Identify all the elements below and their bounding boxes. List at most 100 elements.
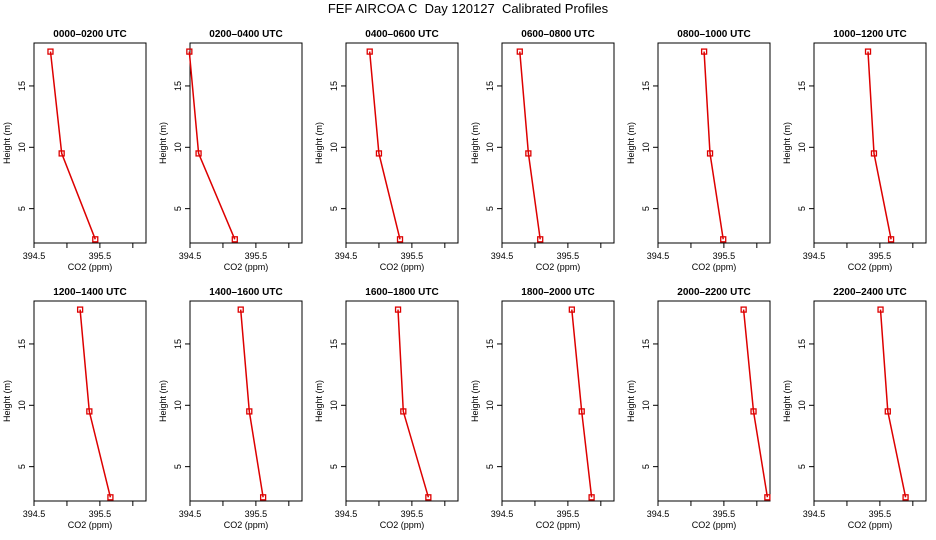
x-axis-label: CO2 (ppm)	[692, 262, 737, 272]
x-axis-label: CO2 (ppm)	[224, 520, 269, 530]
y-axis-label: Height (m)	[314, 380, 324, 422]
data-point	[231, 236, 238, 243]
y-tick-label: 5	[641, 464, 651, 469]
x-tick-label: 395.5	[869, 509, 892, 519]
y-axis-label: Height (m)	[2, 122, 12, 164]
x-axis-label: CO2 (ppm)	[692, 520, 737, 530]
data-point	[400, 408, 407, 415]
profile-line	[867, 51, 892, 240]
y-tick-label: 15	[641, 339, 651, 349]
profile-panel: 1400–1600 UTC 394.5 395.5 5 10 15 CO2 (ppm) Hei…	[158, 287, 303, 530]
data-point	[86, 408, 93, 415]
profile-line	[239, 309, 264, 498]
x-tick-label: 395.5	[869, 251, 892, 261]
data-point	[578, 408, 585, 415]
data-point	[107, 494, 114, 501]
x-tick-label: 394.5	[647, 251, 670, 261]
profile-panel: 1800–2000 UTC 394.5 395.5 5 10 15 CO2 (ppm) Hei…	[470, 287, 615, 530]
x-tick-label: 394.5	[179, 251, 202, 261]
panel-title: 0800–1000 UTC	[677, 29, 750, 40]
data-point	[366, 48, 373, 55]
x-axis-label: CO2 (ppm)	[536, 262, 581, 272]
x-tick-label: 395.5	[89, 251, 112, 261]
profile-panel: 0000–0200 UTC 394.5 395.5 5 10 15 CO2 (ppm) Hei…	[2, 29, 147, 272]
y-tick-label: 15	[17, 339, 27, 349]
y-tick-label: 10	[329, 142, 339, 152]
y-axis-label: Height (m)	[782, 122, 792, 164]
x-axis-label: CO2 (ppm)	[848, 520, 893, 530]
data-point	[588, 494, 595, 501]
y-tick-label: 10	[485, 142, 495, 152]
panel-title: 0200–0400 UTC	[209, 29, 282, 40]
plot-frame	[657, 42, 771, 244]
panel-title: 0000–0200 UTC	[53, 29, 126, 40]
data-point	[750, 408, 757, 415]
x-tick-label: 394.5	[491, 509, 514, 519]
plot-frame	[657, 300, 771, 502]
plot-frame	[501, 300, 615, 502]
data-point	[259, 494, 267, 501]
x-tick-label: 395.5	[713, 251, 736, 261]
y-tick-label: 10	[797, 400, 807, 410]
panel-title: 1600–1800 UTC	[365, 287, 438, 298]
y-tick-label: 10	[17, 400, 27, 410]
x-tick-label: 395.5	[89, 509, 112, 519]
x-axis-label: CO2 (ppm)	[68, 520, 113, 530]
data-point	[700, 48, 708, 55]
data-point	[568, 306, 575, 313]
data-point	[375, 150, 383, 157]
plot-frame	[189, 42, 303, 244]
data-point	[887, 236, 895, 243]
x-axis-label: CO2 (ppm)	[380, 520, 425, 530]
x-tick-label: 394.5	[335, 509, 358, 519]
data-point	[396, 236, 404, 243]
y-tick-label: 5	[797, 206, 807, 211]
data-point	[902, 494, 909, 501]
profile-line	[368, 51, 401, 240]
y-tick-label: 10	[329, 400, 339, 410]
y-axis-label: Height (m)	[158, 122, 168, 164]
x-tick-label: 394.5	[803, 509, 826, 519]
profile-line	[397, 309, 430, 498]
data-point	[740, 306, 747, 313]
profile-panel: 0400–0600 UTC 394.5 395.5 5 10 15 CO2 (ppm) Hei…	[314, 29, 459, 272]
y-tick-label: 15	[173, 339, 183, 349]
x-tick-label: 394.5	[179, 509, 202, 519]
profile-line	[571, 309, 593, 498]
y-tick-label: 5	[173, 206, 183, 211]
panel-title: 1200–1400 UTC	[53, 287, 126, 298]
y-tick-label: 15	[173, 81, 183, 91]
x-tick-label: 395.5	[245, 251, 268, 261]
x-axis-label: CO2 (ppm)	[536, 520, 581, 530]
plot-frame	[345, 300, 459, 502]
profile-line	[742, 309, 769, 498]
x-axis-label: CO2 (ppm)	[224, 262, 269, 272]
profile-panel: 1200–1400 UTC 394.5 395.5 5 10 15 CO2 (ppm) Hei…	[2, 287, 147, 530]
data-point	[47, 48, 54, 55]
x-tick-label: 394.5	[491, 251, 514, 261]
x-tick-label: 395.5	[557, 251, 580, 261]
y-tick-label: 15	[17, 81, 27, 91]
y-tick-label: 15	[329, 339, 339, 349]
panel-title: 0400–0600 UTC	[365, 29, 438, 40]
y-axis-label: Height (m)	[782, 380, 792, 422]
plot-frame	[345, 42, 459, 244]
data-point	[706, 150, 714, 157]
data-point	[537, 236, 544, 243]
panel-title: 1400–1600 UTC	[209, 287, 282, 298]
y-axis-label: Height (m)	[626, 122, 636, 164]
y-tick-label: 15	[797, 339, 807, 349]
plot-frame	[813, 300, 927, 502]
y-axis-label: Height (m)	[2, 380, 12, 422]
y-tick-label: 5	[173, 464, 183, 469]
x-axis-label: CO2 (ppm)	[68, 262, 113, 272]
data-point	[237, 306, 244, 313]
data-point	[877, 306, 884, 313]
y-tick-label: 15	[485, 339, 495, 349]
data-point	[870, 150, 878, 157]
profile-line	[703, 51, 724, 240]
plot-frame	[501, 42, 615, 244]
data-point	[764, 494, 771, 501]
x-tick-label: 395.5	[401, 509, 424, 519]
